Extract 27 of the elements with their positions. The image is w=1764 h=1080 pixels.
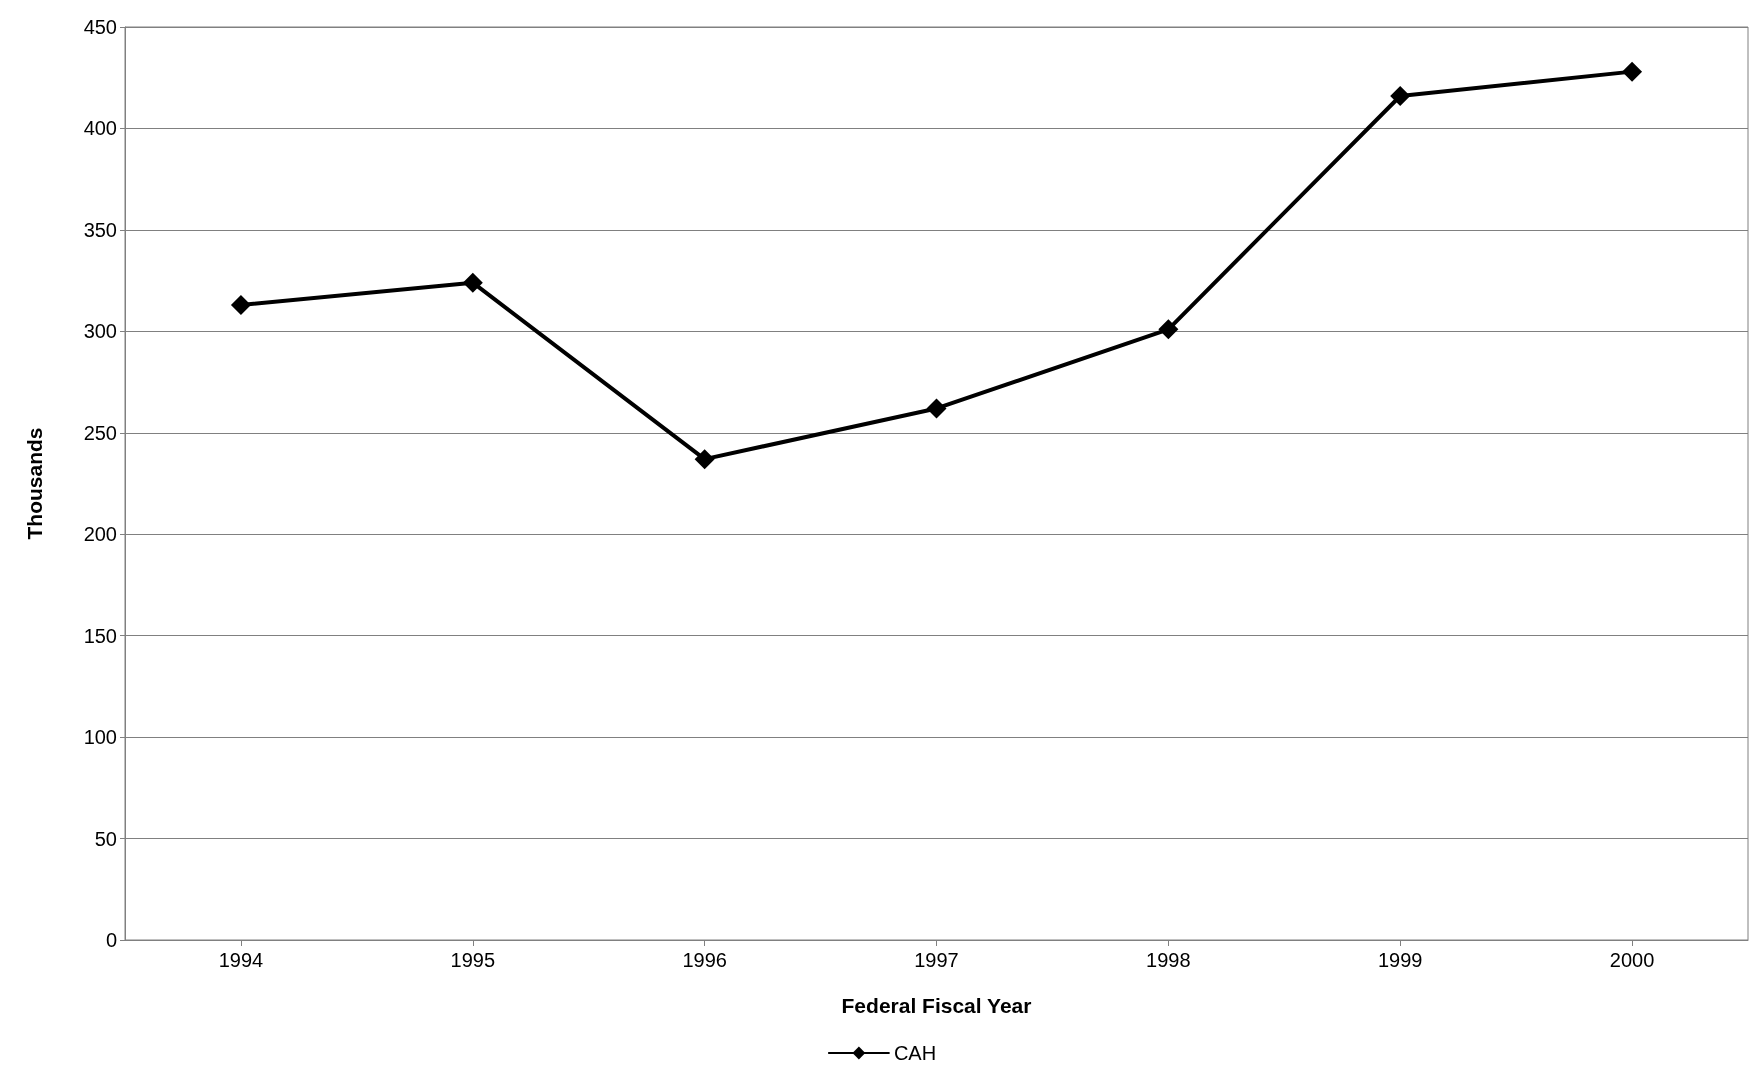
x-tick-label: 1996	[682, 949, 727, 971]
y-axis-title: Thousands	[23, 427, 46, 540]
x-axis-title: Federal Fiscal Year	[841, 994, 1032, 1017]
y-tick-label: 200	[83, 523, 117, 546]
x-tick-label: 1995	[450, 949, 496, 971]
y-tick-label: 0	[105, 929, 117, 951]
x-tick-label: 2000	[1609, 949, 1655, 971]
point	[230, 294, 251, 315]
point	[926, 398, 947, 419]
point	[1390, 85, 1411, 106]
y-tick-label: 150	[83, 624, 117, 647]
x-tick-label: 1994	[218, 949, 264, 971]
legend-label: CAH	[893, 1042, 937, 1064]
point	[694, 449, 715, 470]
x-tick-label: 1998	[1146, 949, 1191, 971]
y-tick-label: 450	[83, 16, 117, 38]
y-tick-label: 100	[83, 726, 117, 749]
y-tick-label: 350	[83, 218, 117, 241]
y-tick-label: 400	[83, 117, 117, 140]
y-tick-label: 50	[94, 827, 117, 850]
y-tick-label: 250	[83, 421, 117, 444]
y-tick-label: 300	[83, 320, 117, 343]
x-tick-label: 1997	[914, 949, 959, 971]
x-tick-label: 1999	[1377, 949, 1423, 971]
point	[1158, 319, 1179, 340]
point	[462, 272, 483, 293]
point	[1622, 61, 1643, 82]
